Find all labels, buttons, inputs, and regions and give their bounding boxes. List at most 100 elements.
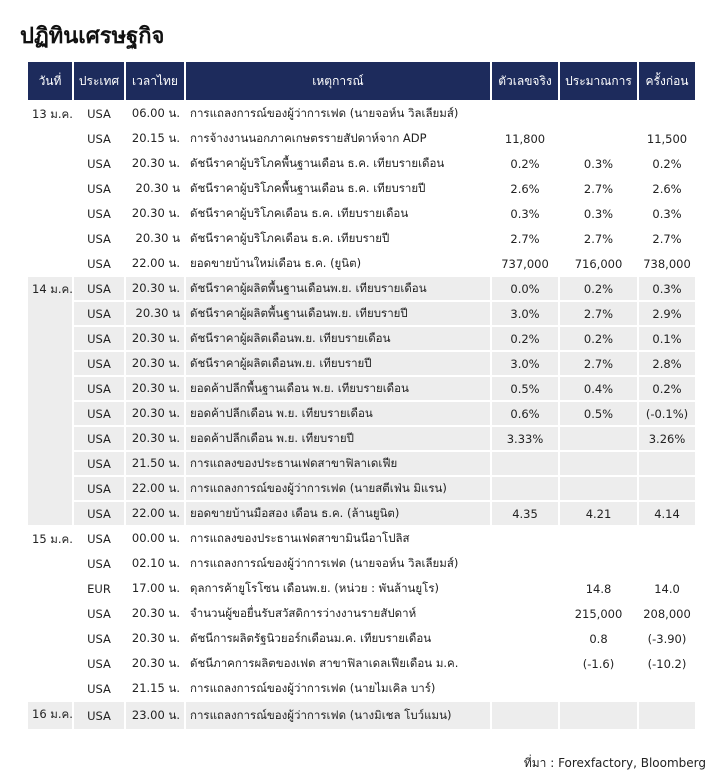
table-row: USA 21.50 น. การแถลงของประธานเฟดสาขาฟิลาเด… — [27, 450, 697, 477]
column-header: วันที่ — [26, 62, 74, 102]
previous-cell: 2.8% — [637, 350, 697, 377]
event-cell: ยอดค้าปลีกพื้นฐานเดือน พ.ย. เทียบรายเดือ… — [184, 375, 492, 402]
actual-cell: 0.0% — [490, 275, 560, 302]
header-row: วันที่ ประเทศ เวลาไทย เหตุการณ์ ตัวเลขจริง ปร… — [26, 62, 697, 102]
time-cell: 20.30 น — [124, 225, 186, 252]
country-cell: USA — [72, 650, 126, 677]
time-cell: 20.30 น. — [124, 200, 186, 227]
table-row: USA 20.15 น. การจ้างงานนอกภาคเกษตรรายสัปดา… — [27, 125, 697, 152]
forecast-cell: 0.8 — [558, 625, 639, 652]
event-cell: ดัชนีราคาผู้บริโภคพื้นฐานเดือน ธ.ค. เทีย… — [184, 150, 492, 177]
previous-cell: 0.1% — [637, 325, 697, 352]
country-cell: USA — [72, 450, 126, 477]
table-row: USA 20.30 น. ดัชนีภาคการผลิตของเฟด สาขาฟิล… — [27, 650, 697, 677]
forecast-cell — [558, 525, 639, 552]
forecast-cell: 2.7% — [558, 225, 639, 252]
previous-cell: (-0.1%) — [637, 400, 697, 427]
country-cell: USA — [72, 425, 126, 452]
time-cell: 23.00 น. — [124, 700, 186, 731]
forecast-cell: 0.2% — [558, 325, 639, 352]
time-cell: 20.30 น. — [124, 600, 186, 627]
country-cell: USA — [72, 325, 126, 352]
event-cell: การแถลงการณ์ของผู้ว่าการเฟด (นายจอห์น วิ… — [184, 550, 492, 577]
actual-cell — [490, 675, 560, 702]
table-row: USA 21.15 น. การแถลงการณ์ของผู้ว่าการเฟด (… — [27, 675, 697, 702]
date-cell: 16 ม.ค. — [26, 700, 74, 731]
previous-cell: 208,000 — [637, 600, 697, 627]
forecast-cell: 2.7% — [558, 350, 639, 377]
country-cell: USA — [72, 675, 126, 702]
table-row: USA 20.30 น. ยอดค้าปลีกเดือน พ.ย. เทียบราย… — [27, 400, 697, 427]
date-cell: 14 ม.ค. — [26, 275, 74, 527]
actual-cell: 0.5% — [490, 375, 560, 402]
actual-cell — [490, 700, 560, 731]
actual-cell — [490, 450, 560, 477]
country-cell: USA — [72, 150, 126, 177]
column-header: ประมาณการ — [558, 62, 639, 102]
event-cell: จำนวนผู้ขอยื่นรับสวัสดิการว่างงานรายสัปด… — [184, 600, 492, 627]
event-cell: ดัชนีราคาผู้บริโภคเดือน ธ.ค. เทียบรายเดื… — [184, 200, 492, 227]
event-cell: การแถลงการณ์ของผู้ว่าการเฟด (นางมิเชล โบ… — [184, 700, 492, 731]
table-row: USA 20.30 นดัชนีราคาผู้ผลิตพื้นฐานเดือนพ.… — [27, 300, 697, 327]
time-cell: 22.00 น. — [124, 475, 186, 502]
event-cell: ยอดขายบ้านมือสอง เดือน ธ.ค. (ล้านยูนิต) — [184, 500, 492, 527]
table-row: USA 22.00 น. ยอดขายบ้านใหม่เดือน ธ.ค. (ยูน… — [27, 250, 697, 277]
table-row: USA 20.30 น. ดัชนีการผลิตรัฐนิวยอร์กเดือนม… — [27, 625, 697, 652]
previous-cell: 2.9% — [637, 300, 697, 327]
event-cell: ดัชนีราคาผู้ผลิตพื้นฐานเดือนพ.ย. เทียบรา… — [184, 275, 492, 302]
event-cell: ดัชนีราคาผู้ผลิตเดือนพ.ย. เทียบรายปี — [184, 350, 492, 377]
time-cell: 22.00 น. — [124, 500, 186, 527]
country-cell: USA — [72, 350, 126, 377]
forecast-cell — [558, 550, 639, 577]
forecast-cell: 0.4% — [558, 375, 639, 402]
time-cell: 20.30 น. — [124, 625, 186, 652]
country-cell: USA — [72, 475, 126, 502]
time-cell: 20.30 น. — [124, 650, 186, 677]
previous-cell — [637, 550, 697, 577]
forecast-cell: (-1.6) — [558, 650, 639, 677]
country-cell: USA — [72, 300, 126, 327]
time-cell: 21.50 น. — [124, 450, 186, 477]
table-row: USA 20.30 น. ดัชนีราคาผู้ผลิตเดือนพ.ย. เที… — [27, 325, 697, 352]
country-cell: USA — [72, 200, 126, 227]
previous-cell — [637, 700, 697, 731]
country-cell: USA — [72, 625, 126, 652]
table-row: 16 ม.ค. USA 23.00 น. การแถลงการณ์ของผู้ว่าก… — [26, 700, 697, 731]
actual-cell: 0.2% — [490, 150, 560, 177]
table-row: USA 20.30 นดัชนีราคาผู้บริโภคพื้นฐานเดือน… — [27, 175, 697, 202]
previous-cell: 14.0 — [637, 575, 697, 602]
event-cell: ดัชนีราคาผู้ผลิตพื้นฐานเดือนพ.ย. เทียบรา… — [184, 300, 492, 327]
event-cell: ยอดค้าปลีกเดือน พ.ย. เทียบรายปี — [184, 425, 492, 452]
forecast-cell: 716,000 — [558, 250, 639, 277]
actual-cell: 0.2% — [490, 325, 560, 352]
column-header: ตัวเลขจริง — [490, 62, 560, 102]
forecast-cell — [558, 100, 639, 127]
country-cell: USA — [72, 275, 126, 302]
forecast-cell: 2.7% — [558, 175, 639, 202]
previous-cell — [637, 525, 697, 552]
time-cell: 21.15 น. — [124, 675, 186, 702]
time-cell: 22.00 น. — [124, 250, 186, 277]
forecast-cell: 2.7% — [558, 300, 639, 327]
event-cell: ดัชนีภาคการผลิตของเฟด สาขาฟิลาเดลเฟียเดื… — [184, 650, 492, 677]
event-cell: ดัชนีราคาผู้บริโภคพื้นฐานเดือน ธ.ค. เทีย… — [184, 175, 492, 202]
actual-cell: 737,000 — [490, 250, 560, 277]
time-cell: 20.30 น. — [124, 400, 186, 427]
time-cell: 20.30 น. — [124, 425, 186, 452]
event-cell: ดุลการค้ายูโรโซน เดือนพ.ย. (หน่วย : พันล… — [184, 575, 492, 602]
country-cell: USA — [72, 550, 126, 577]
actual-cell — [490, 475, 560, 502]
previous-cell — [637, 475, 697, 502]
table-row: EUR 17.00 น. ดุลการค้ายูโรโซน เดือนพ.ย. (ห… — [27, 575, 697, 602]
time-cell: 20.30 น. — [124, 375, 186, 402]
country-cell: USA — [72, 500, 126, 527]
time-cell: 20.30 น. — [124, 350, 186, 377]
table-row: 13 ม.ค. USA 06.00 น. การแถลงการณ์ของผู้ว่าก… — [26, 100, 697, 277]
actual-cell — [490, 575, 560, 602]
event-cell: การจ้างงานนอกภาคเกษตรรายสัปดาห์จาก ADP — [184, 125, 492, 152]
country-cell: USA — [72, 225, 126, 252]
actual-cell: 11,800 — [490, 125, 560, 152]
previous-cell — [637, 675, 697, 702]
event-cell: ยอดค้าปลีกเดือน พ.ย. เทียบรายเดือน — [184, 400, 492, 427]
previous-cell: 738,000 — [637, 250, 697, 277]
